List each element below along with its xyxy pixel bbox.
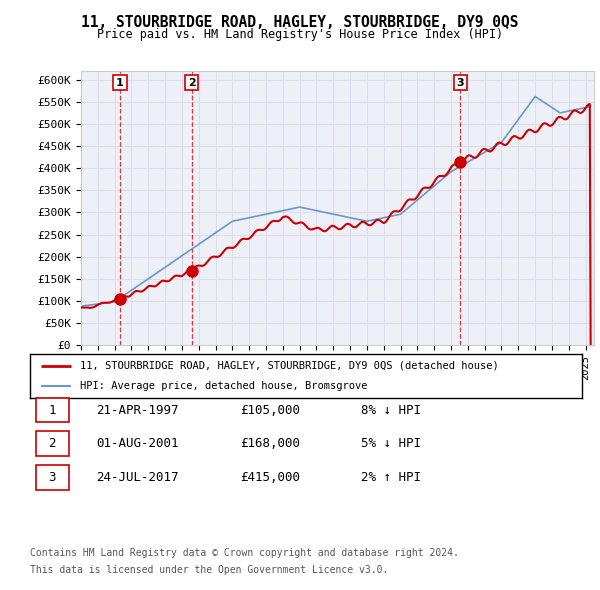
Text: £168,000: £168,000 (240, 437, 300, 450)
Text: 21-APR-1997: 21-APR-1997 (96, 404, 179, 417)
Text: 8% ↓ HPI: 8% ↓ HPI (361, 404, 421, 417)
FancyBboxPatch shape (35, 465, 68, 490)
Text: 1: 1 (116, 78, 124, 88)
Text: 1: 1 (49, 404, 56, 417)
Text: 24-JUL-2017: 24-JUL-2017 (96, 471, 179, 484)
Text: This data is licensed under the Open Government Licence v3.0.: This data is licensed under the Open Gov… (30, 565, 388, 575)
Text: £105,000: £105,000 (240, 404, 300, 417)
Text: 2% ↑ HPI: 2% ↑ HPI (361, 471, 421, 484)
Text: Price paid vs. HM Land Registry's House Price Index (HPI): Price paid vs. HM Land Registry's House … (97, 28, 503, 41)
Text: 11, STOURBRIDGE ROAD, HAGLEY, STOURBRIDGE, DY9 0QS: 11, STOURBRIDGE ROAD, HAGLEY, STOURBRIDG… (81, 15, 519, 30)
Text: Contains HM Land Registry data © Crown copyright and database right 2024.: Contains HM Land Registry data © Crown c… (30, 548, 459, 558)
Text: HPI: Average price, detached house, Bromsgrove: HPI: Average price, detached house, Brom… (80, 381, 367, 391)
Text: 11, STOURBRIDGE ROAD, HAGLEY, STOURBRIDGE, DY9 0QS (detached house): 11, STOURBRIDGE ROAD, HAGLEY, STOURBRIDG… (80, 361, 499, 371)
FancyBboxPatch shape (35, 398, 68, 422)
Text: £415,000: £415,000 (240, 471, 300, 484)
Text: 2: 2 (49, 437, 56, 450)
FancyBboxPatch shape (35, 431, 68, 456)
Text: 5% ↓ HPI: 5% ↓ HPI (361, 437, 421, 450)
Text: 01-AUG-2001: 01-AUG-2001 (96, 437, 179, 450)
Text: 3: 3 (49, 471, 56, 484)
Text: 3: 3 (457, 78, 464, 88)
Text: 2: 2 (188, 78, 196, 88)
